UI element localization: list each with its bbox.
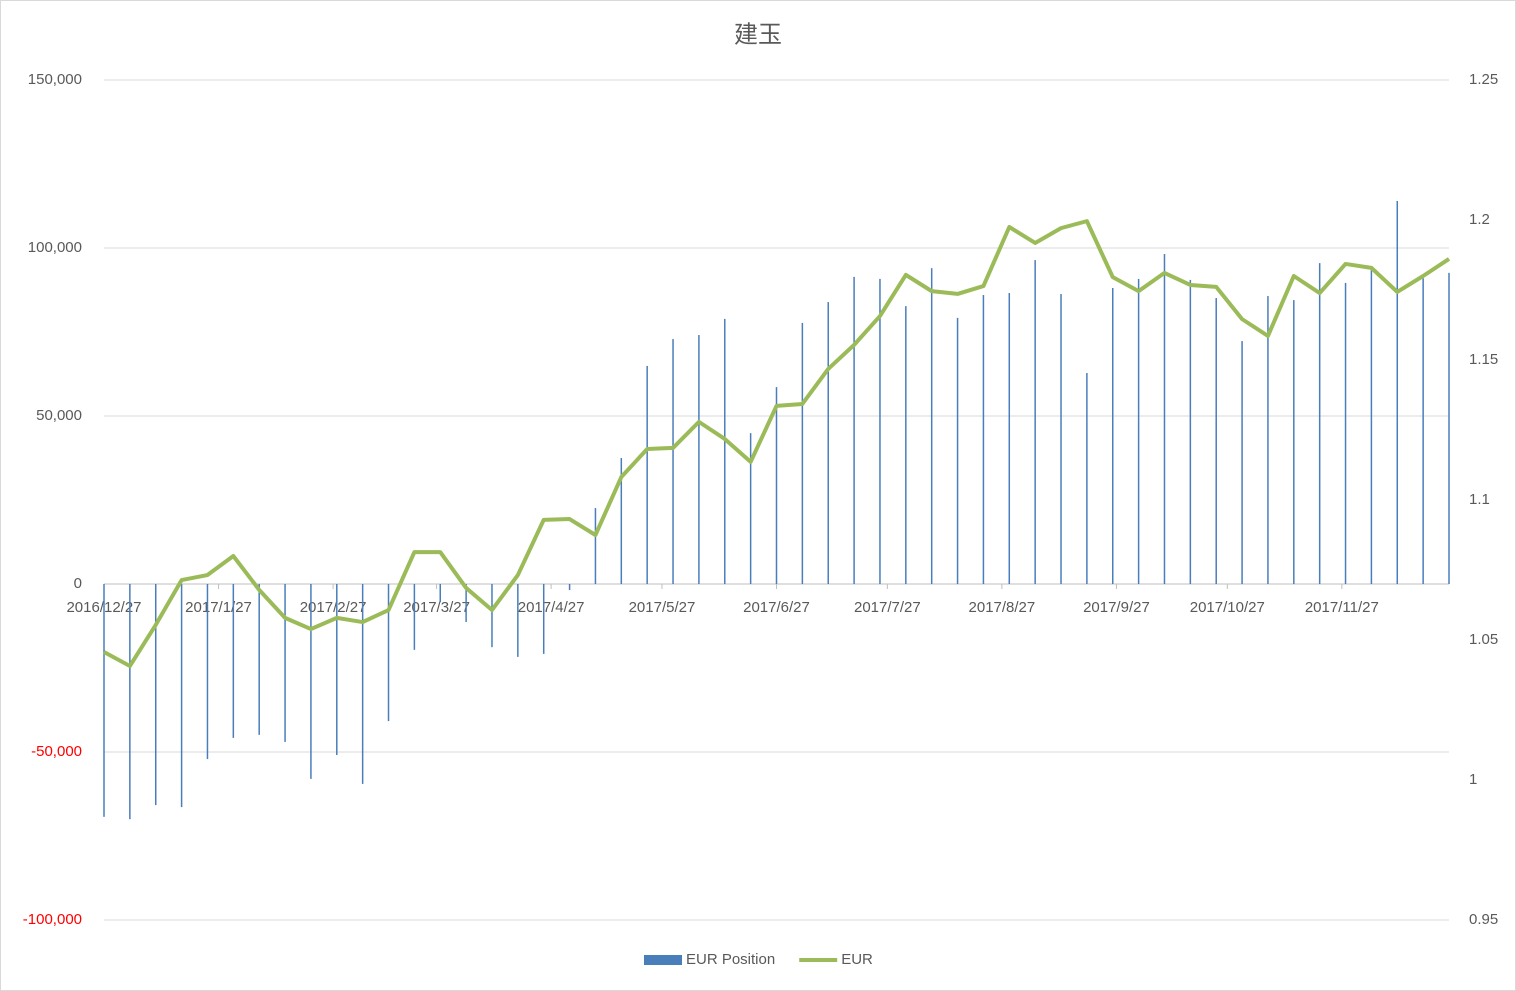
- bar: [930, 268, 933, 584]
- bar: [258, 584, 260, 735]
- bar: [698, 335, 700, 584]
- bar: [1137, 278, 1140, 584]
- bar: [1112, 287, 1114, 584]
- bar: [1060, 294, 1062, 584]
- bar: [336, 584, 338, 756]
- bar: [387, 584, 390, 722]
- x-tick-label: 2017/7/27: [854, 599, 921, 616]
- y-tick-label: -50,000: [31, 743, 82, 760]
- x-tick-label: 2017/6/27: [743, 599, 810, 616]
- bar: [180, 584, 183, 808]
- bar: [853, 276, 855, 584]
- bar: [1241, 341, 1243, 584]
- bar: [542, 584, 545, 654]
- bar: [129, 584, 131, 820]
- bar: [775, 387, 778, 584]
- bar: [232, 584, 235, 738]
- bar: [1163, 254, 1166, 584]
- bar: [956, 317, 959, 584]
- bar: [361, 584, 364, 784]
- y2-tick-label: 1.25: [1469, 71, 1498, 88]
- x-tick-label: 2017/1/27: [185, 599, 252, 616]
- y-tick-label: 100,000: [28, 239, 82, 256]
- bar: [206, 584, 209, 760]
- x-tick-label: 2017/9/27: [1083, 599, 1150, 616]
- x-tick-label: 2017/8/27: [969, 599, 1036, 616]
- bar: [724, 318, 726, 584]
- bar: [491, 584, 493, 648]
- bar: [1293, 300, 1295, 584]
- bar: [1034, 260, 1036, 584]
- bar: [982, 295, 985, 584]
- legend-label: EUR Position: [686, 951, 775, 968]
- bar: [1448, 272, 1450, 584]
- x-tick-label: 2017/3/27: [403, 599, 470, 616]
- bar: [879, 278, 881, 584]
- bar: [1396, 200, 1399, 584]
- bar: [1008, 293, 1011, 584]
- bar: [620, 458, 623, 584]
- y-tick-label: 0: [74, 575, 82, 592]
- x-tick-label: 2017/4/27: [518, 599, 585, 616]
- chart-title: 建玉: [734, 21, 782, 48]
- x-tick-label: 2017/11/27: [1305, 599, 1379, 616]
- x-tick-label: 2017/2/27: [300, 599, 367, 616]
- bar: [801, 322, 804, 584]
- bar: [1215, 298, 1217, 584]
- y2-tick-label: 1.2: [1469, 211, 1490, 228]
- bar: [284, 584, 286, 742]
- bar: [905, 306, 907, 584]
- y2-tick-label: 1.15: [1469, 351, 1498, 368]
- bar: [1422, 278, 1424, 584]
- bar: [594, 508, 597, 584]
- bar: [646, 365, 648, 584]
- legend-swatch: [644, 955, 682, 965]
- y-tick-label: 150,000: [28, 71, 82, 88]
- bar: [1344, 282, 1347, 584]
- bar: [439, 584, 441, 603]
- y2-tick-label: 1.05: [1469, 631, 1498, 648]
- bar: [465, 584, 467, 622]
- y2-tick-label: 1: [1469, 771, 1477, 788]
- bar: [154, 584, 157, 806]
- bar: [1318, 263, 1321, 584]
- y2-tick-label: 1.1: [1469, 491, 1490, 508]
- bar: [749, 433, 752, 584]
- bar: [1086, 372, 1088, 584]
- line: [103, 219, 1451, 669]
- bar: [413, 584, 416, 650]
- bar: [1189, 279, 1192, 584]
- x-tick-label: 2017/5/27: [629, 599, 696, 616]
- bar: [517, 584, 519, 657]
- y-tick-label: 50,000: [36, 407, 82, 424]
- legend-label: EUR: [841, 951, 873, 968]
- bar: [1370, 269, 1373, 584]
- bar: [103, 584, 105, 817]
- y2-tick-label: 0.95: [1469, 911, 1498, 928]
- x-tick-label: 2017/10/27: [1190, 599, 1265, 616]
- bar: [568, 584, 571, 591]
- bar: [672, 339, 674, 584]
- bar: [1267, 296, 1269, 584]
- bar: [310, 584, 312, 779]
- y-tick-label: -100,000: [23, 911, 82, 928]
- bar: [827, 302, 829, 584]
